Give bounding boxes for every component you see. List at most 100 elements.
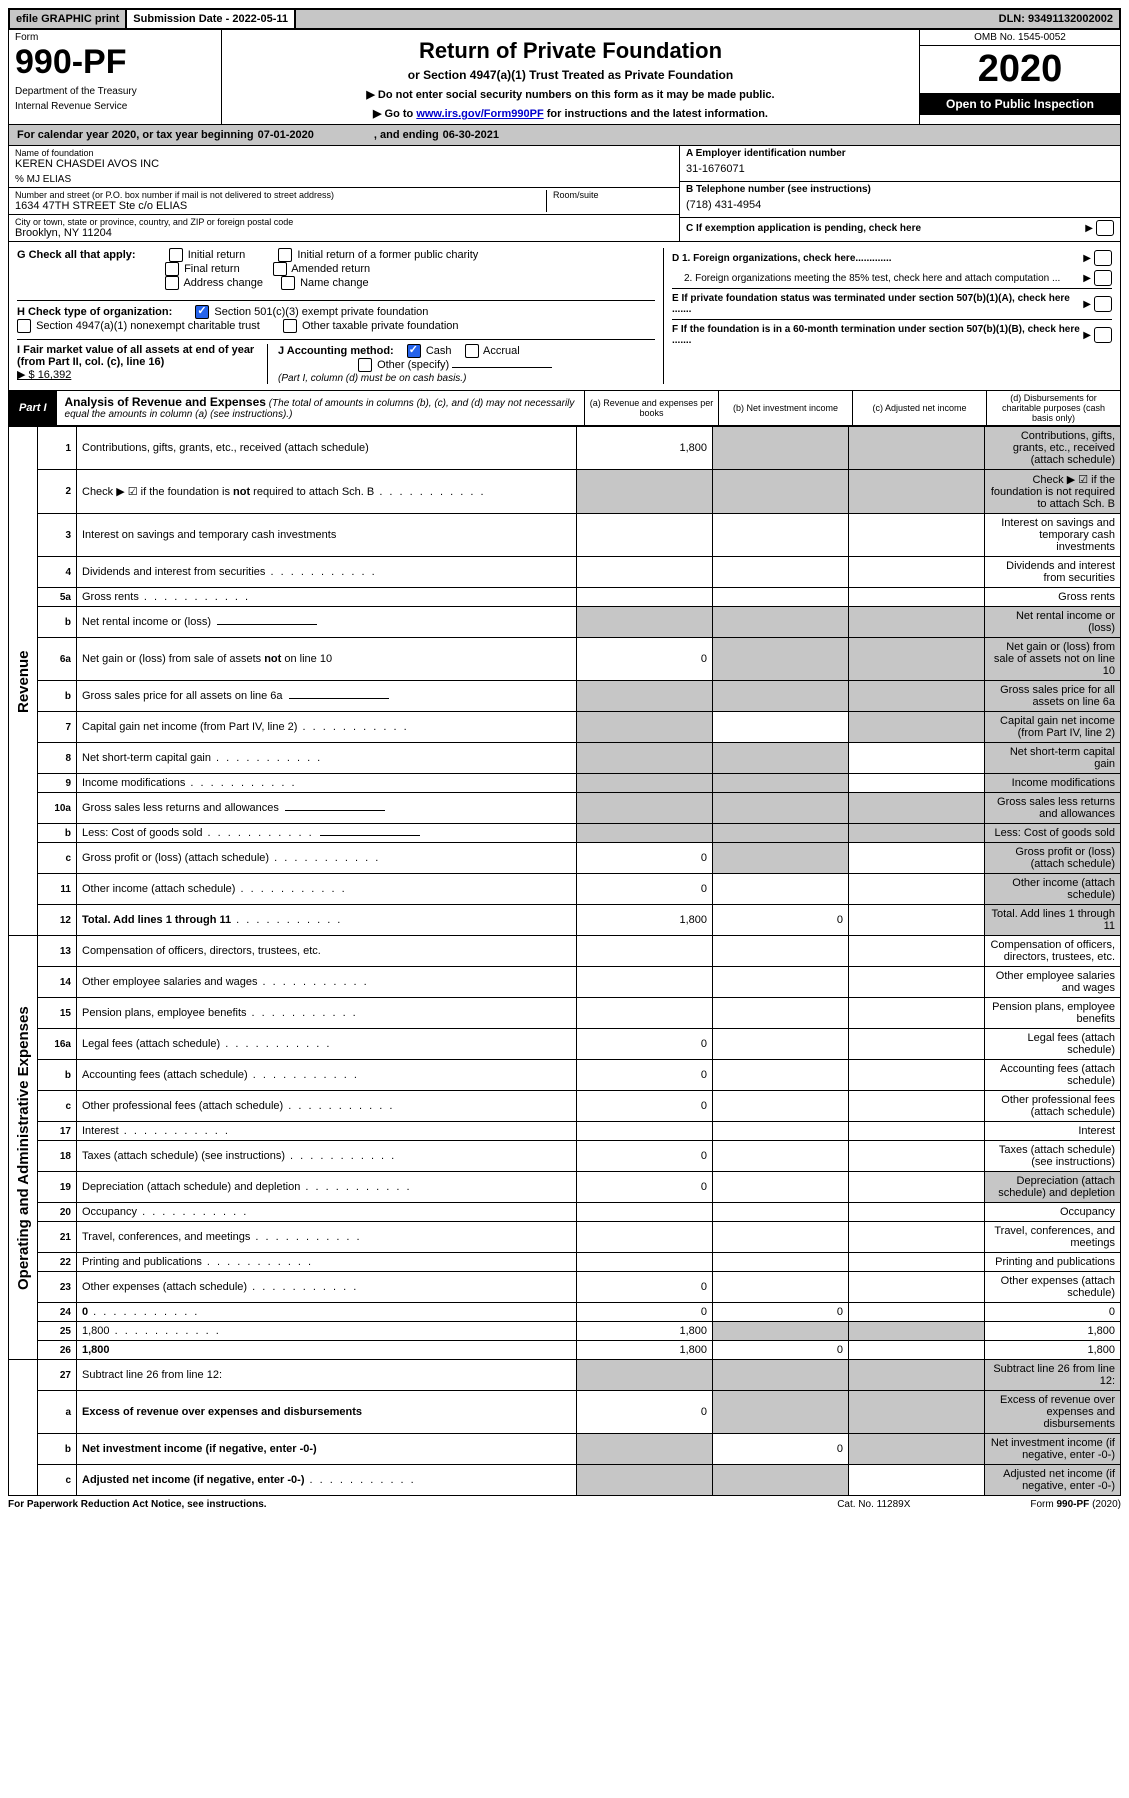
row-desc: Net gain or (loss) from sale of assets n…	[77, 638, 577, 681]
checkbox-d1[interactable]	[1094, 250, 1112, 266]
checkbox-amended[interactable]	[273, 262, 287, 276]
tax-year: 2020	[920, 46, 1120, 93]
checkbox-4947[interactable]	[17, 319, 31, 333]
checkbox-other-method[interactable]	[358, 358, 372, 372]
submission-date: Submission Date - 2022-05-11	[127, 10, 296, 28]
row-desc: 1,800	[77, 1341, 577, 1360]
revenue-expenses-table: Revenue1Contributions, gifts, grants, et…	[8, 426, 1121, 1496]
checkbox-accrual[interactable]	[465, 344, 479, 358]
year-begin: 07-01-2020	[258, 129, 314, 141]
checks-section: G Check all that apply: Initial return I…	[8, 242, 1121, 391]
open-inspection: Open to Public Inspection	[920, 93, 1120, 115]
table-row: 16aLegal fees (attach schedule)0Legal fe…	[9, 1029, 1121, 1060]
dept-irs: Internal Revenue Service	[15, 101, 215, 112]
row-desc: Printing and publications	[77, 1253, 577, 1272]
table-row: 8Net short-term capital gainNet short-te…	[9, 743, 1121, 774]
table-row: 5aGross rentsGross rents	[9, 588, 1121, 607]
top-bar: efile GRAPHIC print Submission Date - 20…	[8, 8, 1121, 30]
table-row: 240000	[9, 1303, 1121, 1322]
calendar-year-row: For calendar year 2020, or tax year begi…	[8, 125, 1121, 146]
row-desc: Compensation of officers, directors, tru…	[77, 936, 577, 967]
checkbox-initial-former[interactable]	[278, 248, 292, 262]
table-row: 6aNet gain or (loss) from sale of assets…	[9, 638, 1121, 681]
table-row: bNet investment income (if negative, ent…	[9, 1434, 1121, 1465]
row-desc: Income modifications	[77, 774, 577, 793]
form-title: Return of Private Foundation	[232, 38, 909, 64]
table-row: 9Income modificationsIncome modification…	[9, 774, 1121, 793]
row-desc: Less: Cost of goods sold	[77, 824, 577, 843]
row-desc: 1,800	[77, 1322, 577, 1341]
checkbox-final-return[interactable]	[165, 262, 179, 276]
checkbox-d2[interactable]	[1094, 270, 1112, 286]
table-row: bNet rental income or (loss)Net rental i…	[9, 607, 1121, 638]
row-desc: Interest	[77, 1122, 577, 1141]
address-cell: Number and street (or P.O. box number if…	[9, 188, 679, 215]
city-state-zip: Brooklyn, NY 11204	[15, 227, 673, 239]
row-desc: Travel, conferences, and meetings	[77, 1222, 577, 1253]
dept-treasury: Department of the Treasury	[15, 86, 215, 97]
checkbox-addr-change[interactable]	[165, 276, 179, 290]
exemption-cell: C If exemption application is pending, c…	[680, 218, 1120, 238]
checkbox-initial-return[interactable]	[169, 248, 183, 262]
fmv-value: ▶ $ 16,392	[17, 369, 71, 381]
goto-note: ▶ Go to www.irs.gov/Form990PF for instru…	[232, 107, 909, 120]
row-desc: Net short-term capital gain	[77, 743, 577, 774]
row-desc: Dividends and interest from securities	[77, 557, 577, 588]
checkbox-cash[interactable]	[407, 344, 421, 358]
checkbox-f[interactable]	[1094, 327, 1112, 343]
table-row: 2Check ▶ ☑ if the foundation is not requ…	[9, 470, 1121, 514]
year-block: OMB No. 1545-0052 2020 Open to Public In…	[919, 30, 1120, 124]
row-desc: Total. Add lines 1 through 11	[77, 905, 577, 936]
row-desc: Interest on savings and temporary cash i…	[77, 514, 577, 557]
table-row: 27Subtract line 26 from line 12:Subtract…	[9, 1360, 1121, 1391]
info-section: Name of foundation KEREN CHASDEI AVOS IN…	[8, 146, 1121, 242]
row-desc: Gross sales less returns and allowances	[77, 793, 577, 824]
form-ref: Form 990-PF (2020)	[1030, 1499, 1121, 1510]
row-desc: Occupancy	[77, 1203, 577, 1222]
table-row: 14Other employee salaries and wagesOther…	[9, 967, 1121, 998]
table-row: 10aGross sales less returns and allowanc…	[9, 793, 1121, 824]
foundation-name-cell: Name of foundation KEREN CHASDEI AVOS IN…	[9, 146, 679, 188]
row-desc: Gross rents	[77, 588, 577, 607]
ssn-note: ▶ Do not enter social security numbers o…	[232, 88, 909, 101]
row-desc: Net rental income or (loss)	[77, 607, 577, 638]
ij-row: I Fair market value of all assets at end…	[17, 339, 655, 384]
checkbox-other-taxable[interactable]	[283, 319, 297, 333]
row-desc: Gross profit or (loss) (attach schedule)	[77, 843, 577, 874]
table-row: 22Printing and publicationsPrinting and …	[9, 1253, 1121, 1272]
omb-number: OMB No. 1545-0052	[920, 30, 1120, 46]
year-end: 06-30-2021	[443, 129, 499, 141]
form-link[interactable]: www.irs.gov/Form990PF	[416, 108, 543, 120]
row-desc: Depreciation (attach schedule) and deple…	[77, 1172, 577, 1203]
form-header: Form 990-PF Department of the Treasury I…	[8, 30, 1121, 125]
side-label: Operating and Administrative Expenses	[9, 936, 38, 1360]
checkbox-501c3[interactable]	[195, 305, 209, 319]
page-footer: For Paperwork Reduction Act Notice, see …	[8, 1496, 1121, 1510]
row-desc: Taxes (attach schedule) (see instruction…	[77, 1141, 577, 1172]
table-row: 23Other expenses (attach schedule)0Other…	[9, 1272, 1121, 1303]
table-row: aExcess of revenue over expenses and dis…	[9, 1391, 1121, 1434]
table-row: cAdjusted net income (if negative, enter…	[9, 1465, 1121, 1496]
part1-tab: Part I	[9, 391, 57, 425]
col-d-header: (d) Disbursements for charitable purpose…	[986, 391, 1120, 425]
table-row: 20OccupancyOccupancy	[9, 1203, 1121, 1222]
row-desc: Other professional fees (attach schedule…	[77, 1091, 577, 1122]
form-title-block: Return of Private Foundation or Section …	[222, 30, 919, 124]
checkbox-name-change[interactable]	[281, 276, 295, 290]
table-row: Revenue1Contributions, gifts, grants, et…	[9, 427, 1121, 470]
table-row: Operating and Administrative Expenses13C…	[9, 936, 1121, 967]
row-desc: Pension plans, employee benefits	[77, 998, 577, 1029]
table-row: 4Dividends and interest from securitiesD…	[9, 557, 1121, 588]
col-c-header: (c) Adjusted net income	[852, 391, 986, 425]
table-row: 261,8001,80001,800	[9, 1341, 1121, 1360]
form-subtitle: or Section 4947(a)(1) Trust Treated as P…	[232, 68, 909, 82]
table-row: bLess: Cost of goods soldLess: Cost of g…	[9, 824, 1121, 843]
table-row: 17InterestInterest	[9, 1122, 1121, 1141]
g-row: G Check all that apply: Initial return I…	[17, 248, 655, 290]
checkbox-c[interactable]	[1096, 220, 1114, 236]
telephone-cell: B Telephone number (see instructions) (7…	[680, 182, 1120, 218]
row-desc: Accounting fees (attach schedule)	[77, 1060, 577, 1091]
row-desc: Capital gain net income (from Part IV, l…	[77, 712, 577, 743]
table-row: bGross sales price for all assets on lin…	[9, 681, 1121, 712]
checkbox-e[interactable]	[1094, 296, 1112, 312]
